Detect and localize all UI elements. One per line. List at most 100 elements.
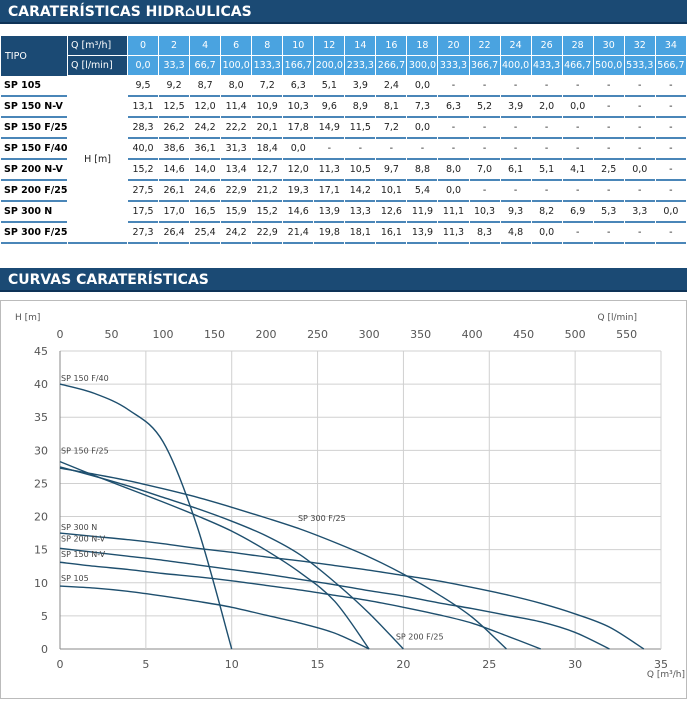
head-value: 2,4 bbox=[376, 76, 407, 97]
x2-tick-label: 150 bbox=[204, 328, 225, 341]
head-value: 21,4 bbox=[283, 223, 314, 244]
q-lmin-cell: 466,7 bbox=[562, 56, 593, 76]
series-line-sp-300-f-25 bbox=[59, 467, 507, 650]
q-lmin-cell: 333,3 bbox=[438, 56, 469, 76]
q-lmin-cell: 533,3 bbox=[624, 56, 655, 76]
x-tick-label: 30 bbox=[568, 658, 582, 671]
head-value: 12,0 bbox=[283, 160, 314, 181]
head-value: 20,1 bbox=[252, 118, 283, 139]
head-value: 16,1 bbox=[376, 223, 407, 244]
head-value: - bbox=[655, 76, 686, 97]
head-value: - bbox=[376, 139, 407, 160]
q-m3h-cell: 16 bbox=[376, 36, 407, 56]
x-tick-label: 10 bbox=[225, 658, 239, 671]
head-value: 17,0 bbox=[159, 202, 190, 223]
head-value: - bbox=[624, 139, 655, 160]
q-lmin-cell: 366,7 bbox=[469, 56, 500, 76]
q-m3h-cell: 10 bbox=[283, 36, 314, 56]
x2-tick-label: 500 bbox=[565, 328, 586, 341]
x2-tick-label: 400 bbox=[462, 328, 483, 341]
head-value: - bbox=[500, 181, 531, 202]
head-value: 5,1 bbox=[314, 76, 345, 97]
head-value: - bbox=[531, 139, 562, 160]
head-value: - bbox=[624, 76, 655, 97]
head-value: 13,9 bbox=[314, 202, 345, 223]
head-value: - bbox=[562, 118, 593, 139]
performance-chart: 0 5 10 15 20 25 30 35 40 45 0 5 10 15 20 25 30 35 0 50 100 15… bbox=[0, 300, 687, 699]
q-lmin-cell: 100,0 bbox=[221, 56, 252, 76]
pump-type: SP 150 N-V bbox=[1, 97, 67, 118]
head-value: 25,4 bbox=[190, 223, 221, 244]
head-value: 16,5 bbox=[190, 202, 221, 223]
head-value: - bbox=[531, 181, 562, 202]
q-lmin-cell: 66,7 bbox=[190, 56, 221, 76]
head-value: - bbox=[469, 76, 500, 97]
q-m3h-cell: 12 bbox=[314, 36, 345, 56]
series-line-sp-150-n-v bbox=[59, 561, 542, 650]
pump-type: SP 200 F/25 bbox=[1, 181, 67, 202]
head-value: 14,6 bbox=[283, 202, 314, 223]
x2-tick-label: 0 bbox=[57, 328, 64, 341]
head-value: - bbox=[624, 223, 655, 244]
head-value: - bbox=[593, 181, 624, 202]
head-value: 3,9 bbox=[345, 76, 376, 97]
head-value: 15,9 bbox=[221, 202, 252, 223]
head-value: 36,1 bbox=[190, 139, 221, 160]
q-m3h-cell: 4 bbox=[190, 36, 221, 56]
head-value: 8,0 bbox=[221, 76, 252, 97]
head-value: 7,2 bbox=[376, 118, 407, 139]
head-value: 8,7 bbox=[190, 76, 221, 97]
head-value: 18,4 bbox=[252, 139, 283, 160]
q-m3h-cell: 34 bbox=[655, 36, 686, 56]
head-value: 9,3 bbox=[500, 202, 531, 223]
q-lmin-cell: 33,3 bbox=[159, 56, 190, 76]
curve-label: SP 200 F/25 bbox=[396, 633, 444, 642]
head-value: 6,3 bbox=[283, 76, 314, 97]
head-value: 8,1 bbox=[376, 97, 407, 118]
q-m3h-cell: 20 bbox=[438, 36, 469, 56]
x2-tick-label: 200 bbox=[256, 328, 277, 341]
y-tick-label: 40 bbox=[34, 378, 48, 391]
head-value: 15,2 bbox=[128, 160, 159, 181]
section-header-curves: CURVAS CARATERÍSTICAS bbox=[0, 268, 687, 292]
head-value: - bbox=[593, 223, 624, 244]
table-row: SP 105 H [m] 9,5 9,2 8,7 8,0 7,2 6,3 5,1 3,9 2,4 0,… bbox=[1, 76, 686, 244]
head-value: 11,9 bbox=[407, 202, 438, 223]
head-value: 19,3 bbox=[283, 181, 314, 202]
head-value: 0,0 bbox=[438, 181, 469, 202]
y-axis-title: H [m] bbox=[15, 313, 40, 323]
section-header-hydraulic: CARATERÍSTICAS HIDR⌂ULICAS bbox=[0, 0, 687, 24]
q-lmin-cell: 0,0 bbox=[128, 56, 159, 76]
head-value: 12,0 bbox=[190, 97, 221, 118]
head-value: 14,6 bbox=[159, 160, 190, 181]
head-value: - bbox=[655, 223, 686, 244]
head-value: 6,1 bbox=[500, 160, 531, 181]
y-tick-label: 25 bbox=[34, 477, 48, 490]
q-m3h-cell: 0 bbox=[128, 36, 159, 56]
q-m3h-cell: 22 bbox=[469, 36, 500, 56]
x2-tick-label: 250 bbox=[307, 328, 328, 341]
head-value: - bbox=[655, 118, 686, 139]
y-tick-label: 5 bbox=[41, 610, 48, 623]
head-value: - bbox=[593, 97, 624, 118]
head-value: 7,3 bbox=[407, 97, 438, 118]
head-value: 0,0 bbox=[531, 223, 562, 244]
q-m3h-label: Q [m³/h] bbox=[68, 36, 127, 56]
head-value: 22,9 bbox=[252, 223, 283, 244]
curve-label: SP 150 F/25 bbox=[61, 447, 109, 456]
head-value: 8,8 bbox=[407, 160, 438, 181]
head-value: 14,0 bbox=[190, 160, 221, 181]
head-value: 17,8 bbox=[283, 118, 314, 139]
x2-tick-label: 550 bbox=[616, 328, 637, 341]
series-line-sp-105 bbox=[59, 585, 370, 650]
head-value: - bbox=[593, 118, 624, 139]
pump-type: SP 300 N bbox=[1, 202, 67, 223]
head-value: 0,0 bbox=[283, 139, 314, 160]
pump-type: SP 200 N-V bbox=[1, 160, 67, 181]
head-value: 13,3 bbox=[345, 202, 376, 223]
series-line-sp-200-n-v bbox=[59, 547, 610, 650]
y-tick-label: 45 bbox=[34, 345, 48, 358]
head-value: 10,1 bbox=[376, 181, 407, 202]
head-value: 27,5 bbox=[128, 181, 159, 202]
head-value: 6,3 bbox=[438, 97, 469, 118]
